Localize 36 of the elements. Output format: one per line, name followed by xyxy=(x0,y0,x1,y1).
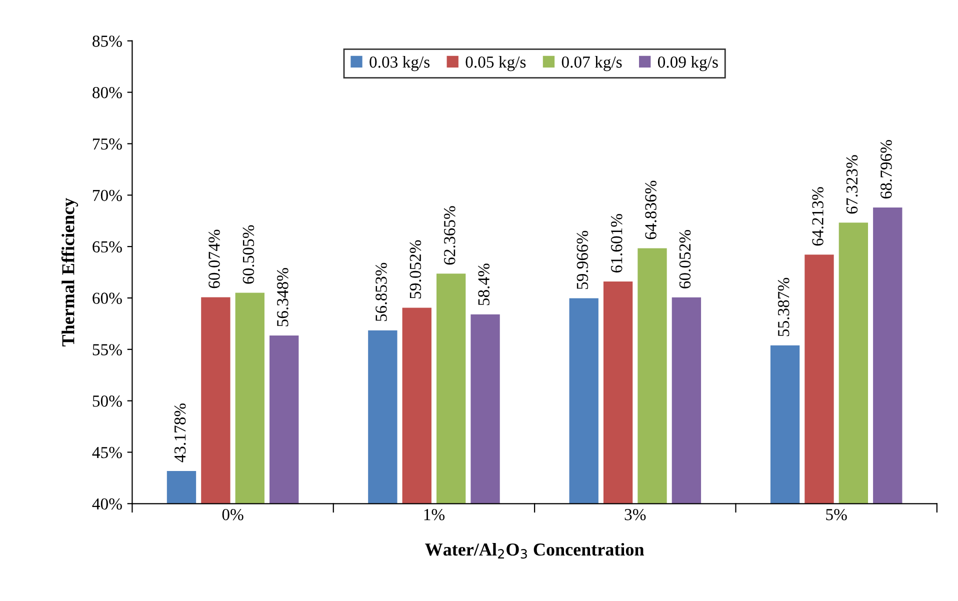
data-label: 43.178% xyxy=(174,403,186,462)
data-label: 60.505% xyxy=(242,225,254,284)
legend-label: 0.09 kg/s xyxy=(658,56,718,72)
data-label: 68.796% xyxy=(880,140,892,198)
y-tick-label: 50% xyxy=(92,396,122,407)
data-label: 60.074% xyxy=(208,230,220,288)
data-label: 64.213% xyxy=(812,187,824,246)
data-label: 56.348% xyxy=(277,268,288,326)
y-tick-label: 75% xyxy=(93,138,122,150)
y-tick-label: 65% xyxy=(92,241,122,253)
x-tick-label: 0% xyxy=(222,508,244,520)
x-tick-label: 3% xyxy=(624,508,646,520)
y-tick-label: 60% xyxy=(92,292,122,304)
x-tick-label: 1% xyxy=(424,508,445,520)
y-tick-label: 45% xyxy=(92,446,122,458)
data-label: 56.853% xyxy=(376,262,387,322)
y-tick-label: 85% xyxy=(92,36,122,47)
x-tick-label: 5% xyxy=(826,508,847,520)
data-label: 55.387% xyxy=(778,278,790,336)
data-label: 59.966% xyxy=(576,230,588,290)
data-label: 62.365% xyxy=(444,206,456,265)
data-label: 59.052% xyxy=(410,240,422,298)
data-label: 61.601% xyxy=(610,214,622,272)
data-label: 64.836% xyxy=(645,180,656,240)
x-axis-title: Water/Al$_{2}$O$_{3}$ Concentration xyxy=(425,542,644,559)
legend-label: 0.05 kg/s xyxy=(466,56,526,72)
data-label: 60.052% xyxy=(679,230,691,288)
y-tick-label: 40% xyxy=(92,498,122,510)
data-label: 58.4% xyxy=(478,264,490,306)
y-tick-label: 55% xyxy=(92,344,122,356)
y-axis-title: Thermal Efficiency xyxy=(61,198,78,346)
legend-label: 0.03 kg/s xyxy=(370,56,430,72)
data-label: 67.323% xyxy=(846,155,858,214)
y-tick-label: 80% xyxy=(92,86,122,98)
legend-label: 0.07 kg/s xyxy=(562,56,622,72)
y-tick-label: 70% xyxy=(93,190,122,202)
